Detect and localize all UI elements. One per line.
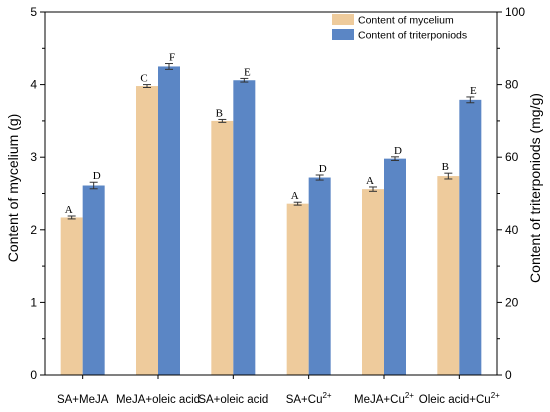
significance-label-0-0: A <box>65 204 73 216</box>
y-right-tick-label-0: 0 <box>505 368 512 382</box>
x-tick-label-0: SA+MeJA <box>57 394 109 406</box>
bar-mycelium-0 <box>60 217 83 375</box>
bars-layer: A D C F B E A D A D B E <box>60 52 482 376</box>
x-tick-label-4: MeJA+Cu2+ <box>354 391 414 406</box>
bar-triterponiods-5 <box>459 99 482 375</box>
legend: Content of mycelium Content of triterponi… <box>332 14 467 42</box>
y-right-tick-label-5: 100 <box>505 5 525 19</box>
significance-label-1-0: D <box>93 170 101 182</box>
x-tick-label-1: MeJA+oleic acid <box>116 394 200 406</box>
y-left-tick-label-1: 1 <box>30 295 37 309</box>
legend-swatch-1 <box>332 29 354 40</box>
x-tick-label-3: SA+Cu2+ <box>286 391 332 406</box>
significance-label-0-4: A <box>366 175 374 187</box>
y-left-tick-label-2: 2 <box>30 223 37 237</box>
bar-triterponiods-0 <box>82 185 105 375</box>
x-tick-label-2: SA+oleic acid <box>198 394 268 406</box>
y-left-tick-label-5: 5 <box>30 5 37 19</box>
y-left-tick-label-0: 0 <box>30 368 37 382</box>
bar-triterponiods-4 <box>384 158 406 375</box>
bar-triterponiods-3 <box>308 177 331 375</box>
y-right-tick-label-1: 20 <box>505 295 519 309</box>
significance-label-1-4: D <box>394 145 402 157</box>
significance-label-0-1: C <box>140 73 147 85</box>
significance-label-0-3: A <box>291 190 299 202</box>
bar-triterponiods-2 <box>233 80 256 375</box>
significance-label-0-2: B <box>216 107 223 119</box>
y-axis-left-title: Content of mycelium (g) <box>5 114 21 263</box>
bar-mycelium-5 <box>437 176 460 375</box>
legend-label-0: Content of mycelium <box>358 15 454 27</box>
bar-mycelium-3 <box>286 203 309 375</box>
y-right-tick-label-4: 80 <box>505 78 519 92</box>
legend-swatch-0 <box>332 14 354 25</box>
x-tick-label-5: Oleic acid+Cu2+ <box>419 391 500 406</box>
significance-label-1-5: E <box>470 85 477 97</box>
bar-mycelium-2 <box>211 120 234 376</box>
significance-label-1-2: E <box>244 66 251 78</box>
y-left-tick-label-3: 3 <box>30 150 37 164</box>
y-axis-right-title: Content of triterponiods (mg/g) <box>527 93 543 283</box>
bar-triterponiods-1 <box>158 66 180 375</box>
y-left-tick-label-4: 4 <box>30 78 37 92</box>
significance-label-0-5: B <box>442 161 449 173</box>
significance-label-1-1: F <box>169 52 175 64</box>
bar-mycelium-1 <box>136 86 158 375</box>
y-right-tick-label-3: 60 <box>505 150 519 164</box>
significance-label-1-3: D <box>319 163 327 175</box>
legend-label-1: Content of triterponiods <box>358 30 467 42</box>
y-right-tick-label-2: 40 <box>505 223 519 237</box>
bar-mycelium-4 <box>362 189 384 375</box>
